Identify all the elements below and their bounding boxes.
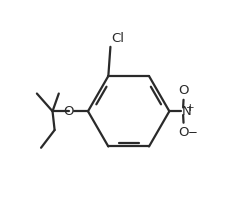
Text: O: O — [178, 126, 189, 139]
Text: O: O — [63, 105, 73, 118]
Text: Cl: Cl — [112, 32, 124, 45]
Text: N: N — [182, 105, 191, 118]
Text: O: O — [178, 84, 189, 97]
Text: +: + — [186, 102, 195, 113]
Text: −: − — [188, 126, 198, 139]
